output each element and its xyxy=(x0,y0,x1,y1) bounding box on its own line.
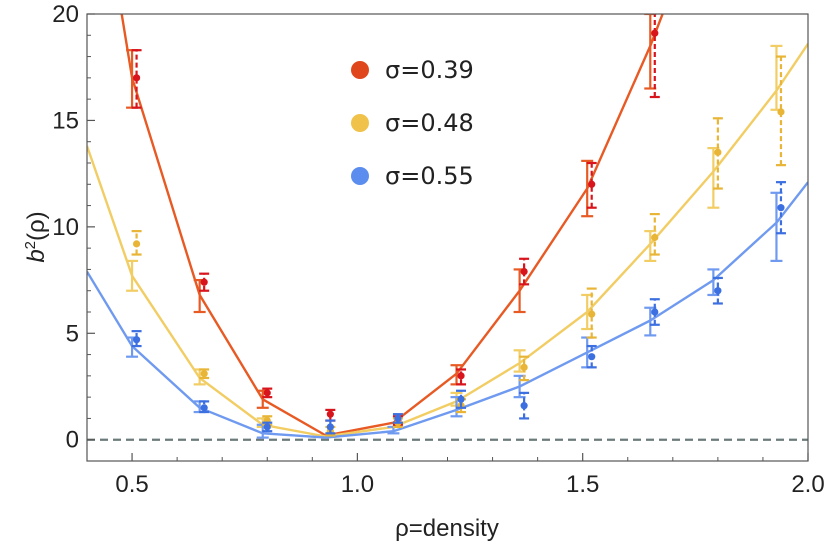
data-point xyxy=(714,148,722,156)
y-axis-title-sup: 2 xyxy=(22,241,39,249)
data-point xyxy=(588,180,596,188)
y-tick-label: 0 xyxy=(66,427,79,454)
data-point xyxy=(132,336,141,344)
legend-label: σ=0.39 xyxy=(385,56,474,84)
y-tick-label: 15 xyxy=(52,107,79,134)
legend-label: σ=0.48 xyxy=(385,109,474,137)
x-tick-label: 1.0 xyxy=(341,471,374,498)
data-point xyxy=(200,278,208,286)
legend: σ=0.39 σ=0.48 σ=0.55 xyxy=(351,56,474,190)
y-tick-label: 10 xyxy=(52,214,79,241)
x-axis-title: ρ=density xyxy=(395,515,499,542)
data-point xyxy=(200,404,208,412)
legend-marker xyxy=(351,114,369,132)
data-point xyxy=(326,423,334,431)
legend-marker xyxy=(351,61,369,79)
data-point xyxy=(651,29,659,37)
data-point xyxy=(263,389,271,397)
data-point xyxy=(520,402,528,410)
y-axis-title-base: b xyxy=(23,249,50,262)
x-tick-label: 1.5 xyxy=(566,471,599,498)
legend-label: σ=0.55 xyxy=(385,162,474,190)
data-point xyxy=(457,372,465,380)
data-point xyxy=(714,287,722,295)
x-tick-label: 0.5 xyxy=(115,471,148,498)
data-point xyxy=(200,370,208,378)
y-axis-title: b2(ρ) xyxy=(22,211,50,262)
data-point xyxy=(588,310,596,318)
data-point xyxy=(263,423,271,431)
data-point xyxy=(326,410,334,418)
series-line-2 xyxy=(87,43,808,438)
data-point xyxy=(132,74,141,82)
data-point xyxy=(651,308,659,316)
data-point xyxy=(132,240,141,248)
data-point xyxy=(777,204,785,212)
data-points-layer xyxy=(131,14,786,437)
data-point xyxy=(457,395,465,403)
data-point xyxy=(588,353,596,361)
axis-ticks-layer: 0.5 1.0 1.5 2.0 0 5 10 15 20 xyxy=(52,1,824,498)
y-tick-label: 5 xyxy=(66,320,79,347)
y-tick-label: 20 xyxy=(52,1,79,28)
data-point xyxy=(520,363,528,371)
y-axis-title-rest: (ρ) xyxy=(23,211,50,241)
x-tick-label: 2.0 xyxy=(791,471,824,498)
data-point xyxy=(394,414,402,423)
data-point xyxy=(520,267,528,276)
data-point xyxy=(651,233,659,242)
legend-marker xyxy=(351,167,369,185)
series-line-3 xyxy=(87,181,808,439)
data-point xyxy=(777,108,785,116)
